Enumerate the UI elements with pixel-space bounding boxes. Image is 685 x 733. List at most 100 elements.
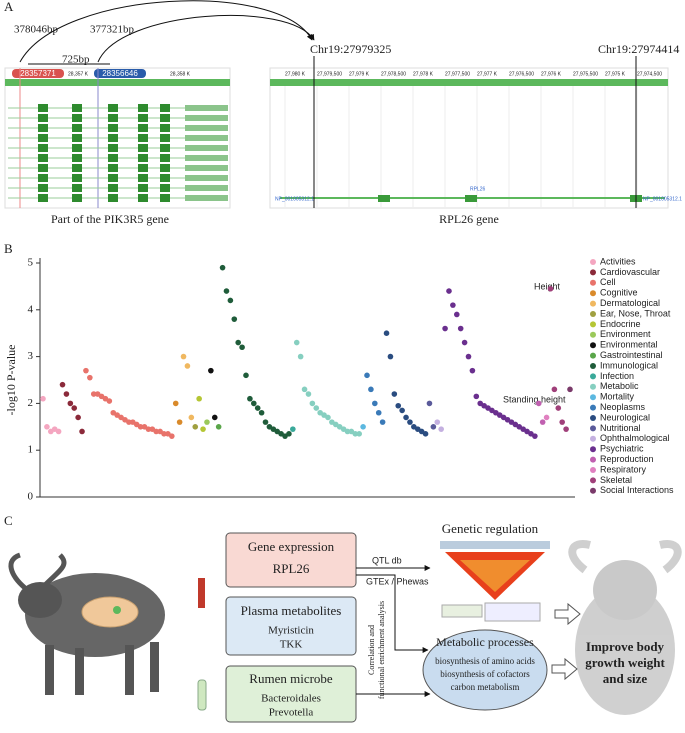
legend-swatch [590,394,596,401]
point [215,424,222,430]
point [290,426,296,432]
utr [185,195,228,201]
exon [38,164,48,172]
exon [38,184,48,192]
exon [72,184,82,192]
y-tick-label: 3 [28,350,34,362]
marker-text: 28356646 [102,69,138,78]
point [360,424,366,430]
point [231,316,238,322]
distance: 377321bp [90,24,135,36]
point [200,426,206,432]
point [368,386,374,393]
point [126,419,132,425]
point [305,391,312,397]
exon [108,104,118,112]
tick-label: 27,975,500 [573,71,598,77]
utr [185,135,228,141]
caption: Part of the PIK3R5 gene [51,212,169,226]
point [438,426,444,432]
utr [185,165,228,171]
point [196,395,202,402]
point [442,325,448,332]
point [543,414,550,421]
outcome: and size [603,671,648,686]
exon [108,114,118,122]
exon [72,114,82,122]
point [67,400,74,407]
point [293,339,300,346]
legend-label: Environment [600,329,651,339]
panel-c: C Gene expression RPL26 Plasma metabolit… [4,513,682,723]
exon [160,124,170,132]
arrow [97,14,315,63]
track-label: NP_001005312.1 [275,196,314,202]
point [422,431,429,437]
legend-swatch [590,415,596,421]
exon [108,154,118,162]
point [71,405,78,411]
legend-swatch [590,373,596,380]
outcome: growth weight [585,655,665,670]
exon [108,164,118,172]
point [286,431,292,437]
exon [108,134,118,142]
exon [138,154,148,162]
exon [38,104,48,112]
utr [185,155,228,161]
point [344,428,351,435]
legend-label: Mortality [600,392,635,402]
track [5,79,230,86]
box-item: RPL26 [273,561,310,576]
exon [160,134,170,142]
exon [108,174,118,182]
exon [72,124,82,132]
annotation: Standing height [503,394,566,404]
legend-label: Skeletal [600,475,632,485]
exon [108,124,118,132]
tick-label: 27,980 K [285,71,306,77]
track-label: RPL26 [470,186,486,192]
legend-label: Ear, Nose, Throat [600,308,671,318]
ld-plot [440,541,550,622]
box [225,532,357,588]
y-tick-label: 2 [28,397,34,409]
arrow-label: GTEx / Phewas [366,576,429,586]
tick-label: 28,358 K [170,71,191,77]
point [309,400,316,407]
point [375,409,382,416]
point [83,367,89,374]
item: biosynthesis of amino acids [435,656,535,666]
legend-swatch [590,311,596,317]
y-tick-label: 0 [28,491,34,503]
point [532,433,538,439]
point [172,400,179,407]
point [44,424,50,430]
y-tick-label: 5 [28,257,34,269]
marker-text: 28357371 [20,69,56,78]
point [450,302,456,308]
buffalo [8,552,207,711]
legend-label: Cognitive [600,288,638,298]
point [379,419,386,425]
point [40,395,46,402]
tick-label: 27,979,500 [317,71,342,77]
section-title: Metabolic processes [436,635,534,649]
arrow [554,602,581,626]
point [469,367,476,374]
utr [185,175,228,181]
point [547,285,554,292]
exon [72,134,82,142]
utr [185,115,228,121]
box-title: Rumen microbe [249,671,333,686]
exon [72,164,82,172]
item: carbon metabolism [451,682,520,692]
bull [568,540,682,715]
track [270,79,668,86]
box-item: TKK [280,639,303,651]
point [239,344,245,351]
exon [160,144,170,152]
point [461,339,468,346]
point [137,424,144,430]
legend-label: Cardiovascular [600,267,660,277]
